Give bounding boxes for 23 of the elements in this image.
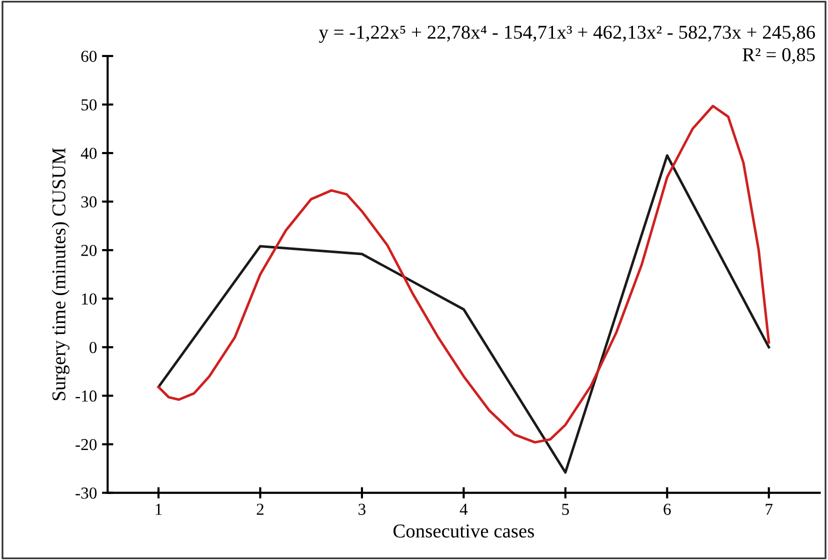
y-tick-label: 50 [82, 99, 97, 110]
x-tick-label: 7 [766, 504, 773, 515]
line-series [157, 154, 770, 474]
y-tick-label: 10 [82, 293, 97, 305]
y-tick-label: 30 [81, 196, 97, 208]
y-tick-label: -30 [76, 488, 97, 499]
x-axis-title: Consecutive cases [393, 524, 534, 538]
x-tick-label: 4 [460, 504, 468, 515]
x-tick-label: 6 [664, 504, 671, 515]
x-tick-label: 1 [156, 504, 162, 515]
x-tick-label: 5 [562, 504, 569, 515]
annotation: R² = 0,85 [742, 48, 815, 64]
y-tick-label: 0 [90, 342, 97, 354]
y-tick-label: 20 [81, 244, 97, 256]
text: y = -1,22x⁵ + 22,78x⁴ - 154,71x³ + 462,13x² - 582,73x + 245,86 [318, 26, 816, 43]
y-tick-label: 40 [80, 148, 97, 160]
x-tick-label: 3 [358, 504, 366, 515]
y-tick-label: -10 [76, 390, 97, 402]
y-axis-title: Surgery time (minutes) CUSUM [52, 148, 70, 400]
x-tick-label: 2 [256, 504, 264, 515]
line-series [157, 104, 770, 444]
y-tick-label: 60 [81, 50, 97, 62]
y-tick-label: -20 [76, 438, 97, 450]
